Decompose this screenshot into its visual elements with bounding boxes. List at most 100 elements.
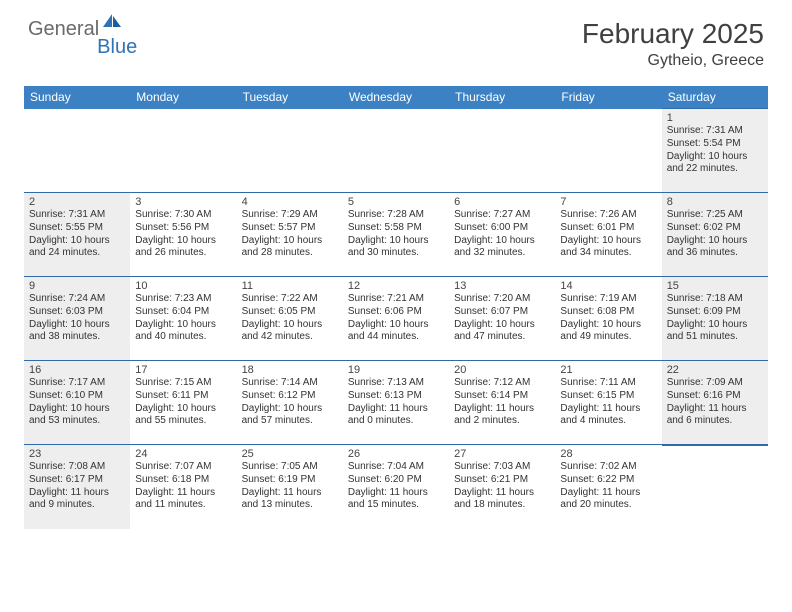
day-cell: 5Sunrise: 7:28 AMSunset: 5:58 PMDaylight… [343,193,449,277]
calendar-row: 23Sunrise: 7:08 AMSunset: 6:17 PM Dayligh… [24,445,768,529]
weekday-header: Sunday [24,86,130,109]
blank-cell [24,109,130,193]
sunrise-line: Sunrise: 7:27 AM [454,209,550,222]
daylight-line: Daylight: 10 hours and 51 minutes. [667,319,763,345]
day-number: 26 [348,448,444,460]
sunset-line: Sunset: 6:19 PM [242,474,338,487]
blank-cell [555,109,661,193]
day-number: 5 [348,196,444,208]
daylight-line: Daylight: 11 hours and 0 minutes. [348,403,444,429]
sunset-line: Sunset: 6:17 PM [29,474,125,487]
daylight-line: Daylight: 11 hours and 15 minutes. [348,487,444,513]
sunrise-line: Sunrise: 7:17 AM [29,377,125,390]
weekday-header: Thursday [449,86,555,109]
page-title: February 2025 [582,18,764,50]
daylight-line: Daylight: 10 hours and 55 minutes. [135,403,231,429]
sunrise-line: Sunrise: 7:15 AM [135,377,231,390]
day-cell: 18Sunrise: 7:14 AMSunset: 6:12 PMDayligh… [237,361,343,445]
sunset-line: Sunset: 6:06 PM [348,306,444,319]
day-cell: 8Sunrise: 7:25 AMSunset: 6:02 PMDaylight… [662,193,768,277]
sunset-line: Sunset: 6:18 PM [135,474,231,487]
sunset-line: Sunset: 6:08 PM [560,306,656,319]
day-number: 17 [135,364,231,376]
day-cell: 20Sunrise: 7:12 AMSunset: 6:14 PMDayligh… [449,361,555,445]
sunset-line: Sunset: 6:10 PM [29,390,125,403]
sunset-line: Sunset: 6:09 PM [667,306,763,319]
day-number: 10 [135,280,231,292]
day-cell: 11Sunrise: 7:22 AMSunset: 6:05 PMDayligh… [237,277,343,361]
calendar-table: SundayMondayTuesdayWednesdayThursdayFrid… [24,86,768,529]
daylight-line: Daylight: 11 hours and 13 minutes. [242,487,338,513]
blank-cell [662,445,768,529]
sunrise-line: Sunrise: 7:26 AM [560,209,656,222]
sunrise-line: Sunrise: 7:22 AM [242,293,338,306]
sunset-line: Sunset: 6:21 PM [454,474,550,487]
sunset-line: Sunset: 6:20 PM [348,474,444,487]
day-number: 15 [667,280,763,292]
daylight-line: Daylight: 10 hours and 38 minutes. [29,319,125,345]
day-cell: 16Sunrise: 7:17 AMSunset: 6:10 PMDayligh… [24,361,130,445]
calendar-row: 2Sunrise: 7:31 AMSunset: 5:55 PMDaylight… [24,193,768,277]
sunset-line: Sunset: 6:13 PM [348,390,444,403]
logo-text-blue: Blue [97,36,137,59]
blank-cell [343,109,449,193]
daylight-line: Daylight: 11 hours and 2 minutes. [454,403,550,429]
day-cell: 21Sunrise: 7:11 AMSunset: 6:15 PMDayligh… [555,361,661,445]
sunset-line: Sunset: 5:54 PM [667,138,763,151]
calendar-body: 1Sunrise: 7:31 AMSunset: 5:54 PM Daylight… [24,109,768,529]
daylight-line: Daylight: 11 hours and 6 minutes. [667,403,763,429]
day-cell: 1Sunrise: 7:31 AMSunset: 5:54 PMDaylight… [662,109,768,193]
sunset-line: Sunset: 6:04 PM [135,306,231,319]
day-number: 7 [560,196,656,208]
calendar-row: 1Sunrise: 7:31 AMSunset: 5:54 PMDaylight… [24,109,768,193]
day-number: 20 [454,364,550,376]
sunset-line: Sunset: 5:58 PM [348,222,444,235]
sunset-line: Sunset: 6:05 PM [242,306,338,319]
daylight-line: Daylight: 11 hours and 20 minutes. [560,487,656,513]
day-number: 16 [29,364,125,376]
sunrise-line: Sunrise: 7:23 AM [135,293,231,306]
logo: General Blue [28,18,137,41]
day-number: 11 [242,280,338,292]
sunrise-line: Sunrise: 7:30 AM [135,209,231,222]
day-number: 12 [348,280,444,292]
day-cell: 17Sunrise: 7:15 AMSunset: 6:11 PMDayligh… [130,361,236,445]
sunrise-line: Sunrise: 7:12 AM [454,377,550,390]
sunrise-line: Sunrise: 7:24 AM [29,293,125,306]
day-number: 1 [667,112,763,124]
daylight-line: Daylight: 11 hours and 4 minutes. [560,403,656,429]
header: General Blue February 2025 Gytheio, Gree… [0,0,792,80]
day-cell: 14Sunrise: 7:19 AMSunset: 6:08 PMDayligh… [555,277,661,361]
blank-cell [449,109,555,193]
day-number: 13 [454,280,550,292]
sunset-line: Sunset: 6:14 PM [454,390,550,403]
day-cell: 19Sunrise: 7:13 AMSunset: 6:13 PMDayligh… [343,361,449,445]
day-number: 14 [560,280,656,292]
sunrise-line: Sunrise: 7:21 AM [348,293,444,306]
daylight-line: Daylight: 10 hours and 40 minutes. [135,319,231,345]
sunrise-line: Sunrise: 7:09 AM [667,377,763,390]
day-number: 8 [667,196,763,208]
sunrise-line: Sunrise: 7:04 AM [348,461,444,474]
daylight-line: Daylight: 10 hours and 24 minutes. [29,235,125,261]
daylight-line: Daylight: 10 hours and 30 minutes. [348,235,444,261]
daylight-line: Daylight: 10 hours and 47 minutes. [454,319,550,345]
sunset-line: Sunset: 6:12 PM [242,390,338,403]
weekday-header: Saturday [662,86,768,109]
day-cell: 2Sunrise: 7:31 AMSunset: 5:55 PMDaylight… [24,193,130,277]
sunset-line: Sunset: 6:00 PM [454,222,550,235]
daylight-line: Daylight: 10 hours and 53 minutes. [29,403,125,429]
day-cell: 28Sunrise: 7:02 AMSunset: 6:22 PMDayligh… [555,445,661,529]
day-cell: 4Sunrise: 7:29 AMSunset: 5:57 PMDaylight… [237,193,343,277]
day-number: 23 [29,448,125,460]
day-cell: 24Sunrise: 7:07 AMSunset: 6:18 PMDayligh… [130,445,236,529]
calendar-row: 9Sunrise: 7:24 AMSunset: 6:03 PMDaylight… [24,277,768,361]
sunrise-line: Sunrise: 7:31 AM [667,125,763,138]
sunset-line: Sunset: 6:03 PM [29,306,125,319]
day-cell: 15Sunrise: 7:18 AMSunset: 6:09 PMDayligh… [662,277,768,361]
sunset-line: Sunset: 6:16 PM [667,390,763,403]
blank-cell [130,109,236,193]
daylight-line: Daylight: 10 hours and 57 minutes. [242,403,338,429]
sunrise-line: Sunrise: 7:08 AM [29,461,125,474]
sunrise-line: Sunrise: 7:18 AM [667,293,763,306]
